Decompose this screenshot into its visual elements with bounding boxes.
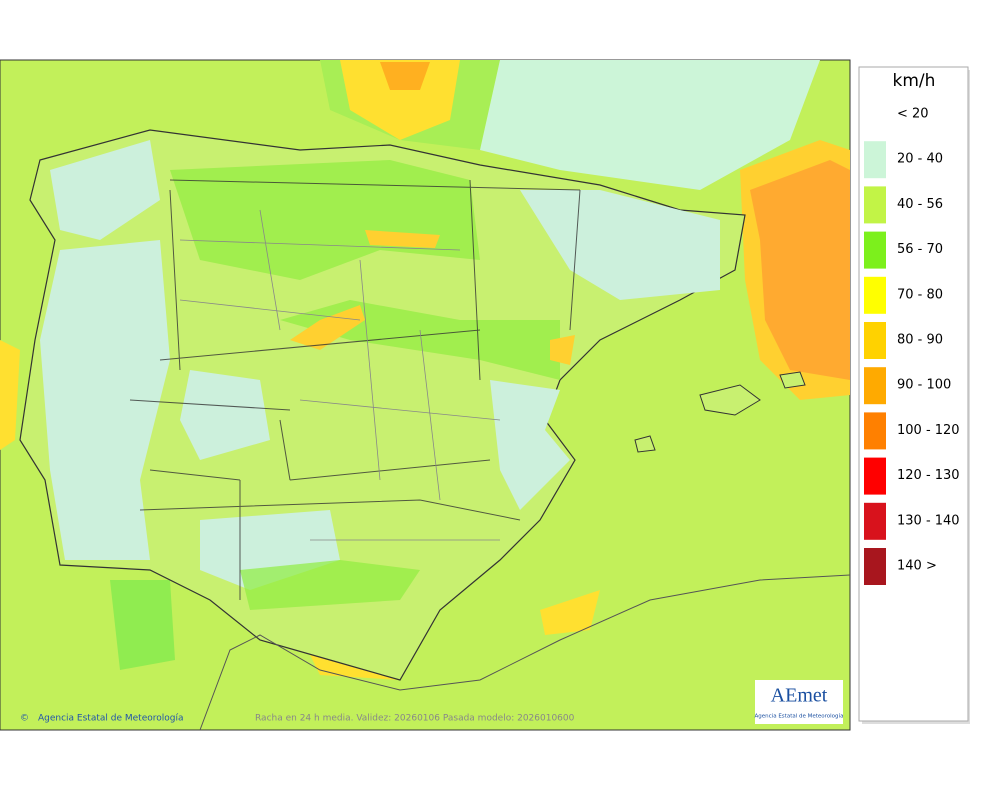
legend-swatch — [864, 367, 886, 405]
map: © Agencia Estatal de Meteorología Racha … — [0, 59, 851, 731]
legend-label: 80 - 90 — [897, 333, 943, 348]
wind-area — [0, 340, 20, 450]
legend-label: 120 - 130 — [897, 468, 960, 483]
wind-area — [290, 305, 365, 350]
wind-area — [550, 335, 575, 365]
wind-area — [380, 62, 430, 90]
legend-label: 56 - 70 — [897, 242, 943, 257]
copyright-symbol: © — [20, 714, 29, 724]
legend-label: < 20 — [897, 107, 929, 122]
legend-unit: km/h — [893, 71, 936, 91]
legend-swatch — [864, 231, 886, 269]
legend-label: 130 - 140 — [897, 513, 960, 528]
legend-label: 100 - 120 — [897, 423, 960, 438]
wind-area — [110, 580, 175, 670]
region-border — [129, 179, 581, 600]
wind-area — [340, 60, 460, 140]
wind-area — [170, 160, 480, 280]
legend-swatch — [864, 141, 886, 179]
legend-label: 70 - 80 — [897, 287, 943, 302]
legend-swatch — [864, 548, 886, 585]
province-border — [179, 209, 501, 541]
logo-name: AEmet — [771, 685, 828, 707]
legend-swatch — [864, 412, 886, 450]
legend-label: 20 - 40 — [897, 152, 943, 167]
legend-swatch — [864, 457, 886, 495]
legend-label: 40 - 56 — [897, 197, 943, 212]
wind-area — [520, 190, 720, 300]
wind-area — [365, 230, 440, 248]
wind-area — [40, 240, 170, 560]
legend-swatch — [864, 276, 886, 314]
wind-area — [50, 140, 160, 240]
wind-area — [750, 160, 850, 380]
legend: km/h < 20 20 - 40 40 - 56 56 - 70 70 - 80 80 … — [858, 66, 970, 724]
legend-label: 90 - 100 — [897, 378, 951, 393]
africa-coast — [199, 574, 851, 731]
agency-credit: Agencia Estatal de Meteorología — [38, 714, 184, 724]
map-caption: Racha en 24 h media. Validez: 20260106 P… — [255, 714, 575, 724]
legend-swatch — [864, 502, 886, 540]
island — [634, 371, 806, 453]
wind-area — [490, 380, 570, 510]
legend-swatch — [864, 186, 886, 224]
logo-box — [755, 680, 843, 724]
legend-swatch — [864, 322, 886, 359]
wind-area — [540, 590, 600, 635]
legend-label: 140 > — [897, 559, 937, 574]
wind-area — [180, 370, 270, 460]
wind-area — [480, 60, 820, 190]
logo-subtitle: Agencia Estatal de Meteorología — [755, 713, 844, 720]
wind-area — [240, 560, 420, 610]
